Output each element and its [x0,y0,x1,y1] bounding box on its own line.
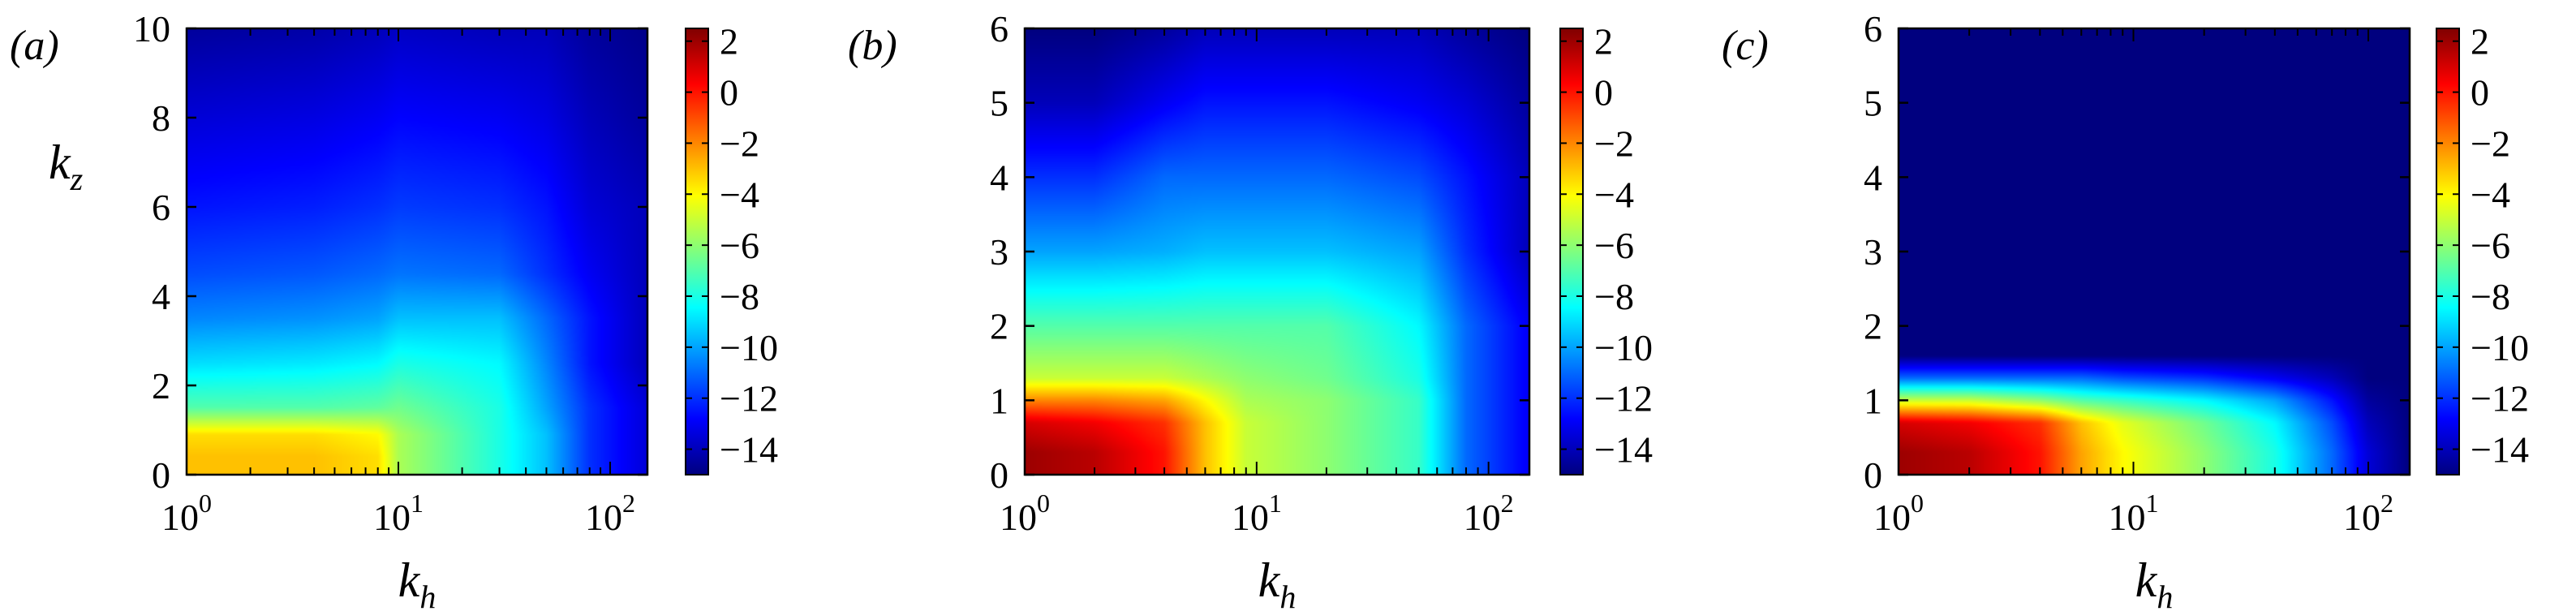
colorbar-tick-label: 0 [1594,72,1613,114]
colorbar-tick-label: −4 [1594,174,1634,215]
colorbar-tick-label: −12 [2471,378,2529,420]
y-tick-label: 6 [152,187,170,228]
colorbar-tick-label: 2 [1594,21,1613,62]
x-tick-label: 102 [2343,488,2393,538]
panel-label: (a) [10,23,59,69]
panel-label: (b) [848,23,897,69]
y-tick-label: 0 [1864,454,1882,496]
colorbar [1559,28,1584,475]
x-tick-label: 101 [373,488,424,538]
heatmap-image [1899,28,2410,475]
colorbar-tick-label: −2 [1594,123,1634,164]
y-tick-label: 5 [1864,83,1882,124]
y-axis-label: kz [49,136,84,197]
y-tick-label: 4 [152,276,170,317]
colorbar-tick-label: −4 [720,174,759,215]
y-tick-label: 6 [990,8,1008,49]
x-tick-label: 101 [2109,488,2159,538]
y-tick-label: 3 [990,231,1008,273]
y-tick-label: 0 [990,454,1008,496]
x-tick-label: 100 [1000,488,1050,538]
colorbar-tick-label: −2 [2471,123,2510,164]
colorbar-tick-label: −12 [1594,378,1653,420]
colorbar-tick-label: −10 [720,327,778,368]
x-tick-label: 100 [161,488,212,538]
colorbar-tick-label: −10 [1594,327,1653,368]
panel-c: 0 1 2 3 4 5 6 100 101 102 kh (c) 2 0 −2 −4 −6 −8 −10 −12 −14 [1722,8,2529,611]
colorbar-tick-label: −14 [2471,429,2529,471]
y-tick-label: 2 [990,306,1008,347]
y-tick-label: 4 [990,157,1008,198]
y-tick-label: 2 [152,365,170,407]
x-axis-label: kh [1258,553,1297,611]
colorbar-tick-label: 0 [2471,72,2489,114]
colorbar-tick-label: −4 [2471,174,2510,215]
colorbar-tick-label: 2 [2471,21,2489,62]
colorbar-tick-label: 2 [720,21,738,62]
y-tick-label: 2 [1864,306,1882,347]
colorbar-tick-label: −8 [1594,276,1634,317]
x-axis-label: kh [2135,553,2174,611]
colorbar-tick-label: −6 [2471,225,2510,266]
x-tick-label: 101 [1232,488,1282,538]
y-tick-label: 3 [1864,231,1882,273]
x-tick-label: 100 [1873,488,1924,538]
plot-frame [185,27,649,476]
colorbar-tick-label: −14 [720,429,778,471]
colorbar-tick-label: −6 [1594,225,1634,266]
y-tick-label: 4 [1864,157,1882,198]
colorbar-tick-label: −8 [720,276,759,317]
y-tick-label: 6 [1864,8,1882,49]
y-tick-label: 1 [990,380,1008,421]
x-axis-label: kh [398,553,437,611]
x-tick-label: 102 [1464,488,1514,538]
colorbar [685,28,709,475]
colorbar-tick-label: −14 [1594,429,1653,471]
panel-b: 0 1 2 3 4 5 6 100 101 102 kh (b) 2 0 −2 −4 −6 −8 −10 −12 −14 [848,8,1653,611]
x-tick-label: 102 [585,488,635,538]
colorbar-tick-label: −10 [2471,327,2529,368]
y-tick-label: 1 [1864,380,1882,421]
panel-label: (c) [1722,23,1769,69]
colorbar-tick-label: −8 [2471,276,2510,317]
colorbar [2436,28,2460,475]
y-tick-label: 0 [152,454,170,496]
y-tick-label: 5 [990,83,1008,124]
y-tick-label: 8 [152,97,170,139]
panel-a: 0 2 4 6 8 10 100 101 102 kh kz (a) 2 0 −2 −4 −6 −8 −10 −12 −… [10,8,778,611]
heatmap-image [187,28,647,475]
colorbar-tick-label: −2 [720,123,759,164]
heatmap-image [1025,28,1529,475]
colorbar-tick-label: −6 [720,225,759,266]
colorbar-tick-label: 0 [720,72,738,114]
colorbar-tick-label: −12 [720,378,778,420]
y-tick-label: 10 [133,8,170,49]
